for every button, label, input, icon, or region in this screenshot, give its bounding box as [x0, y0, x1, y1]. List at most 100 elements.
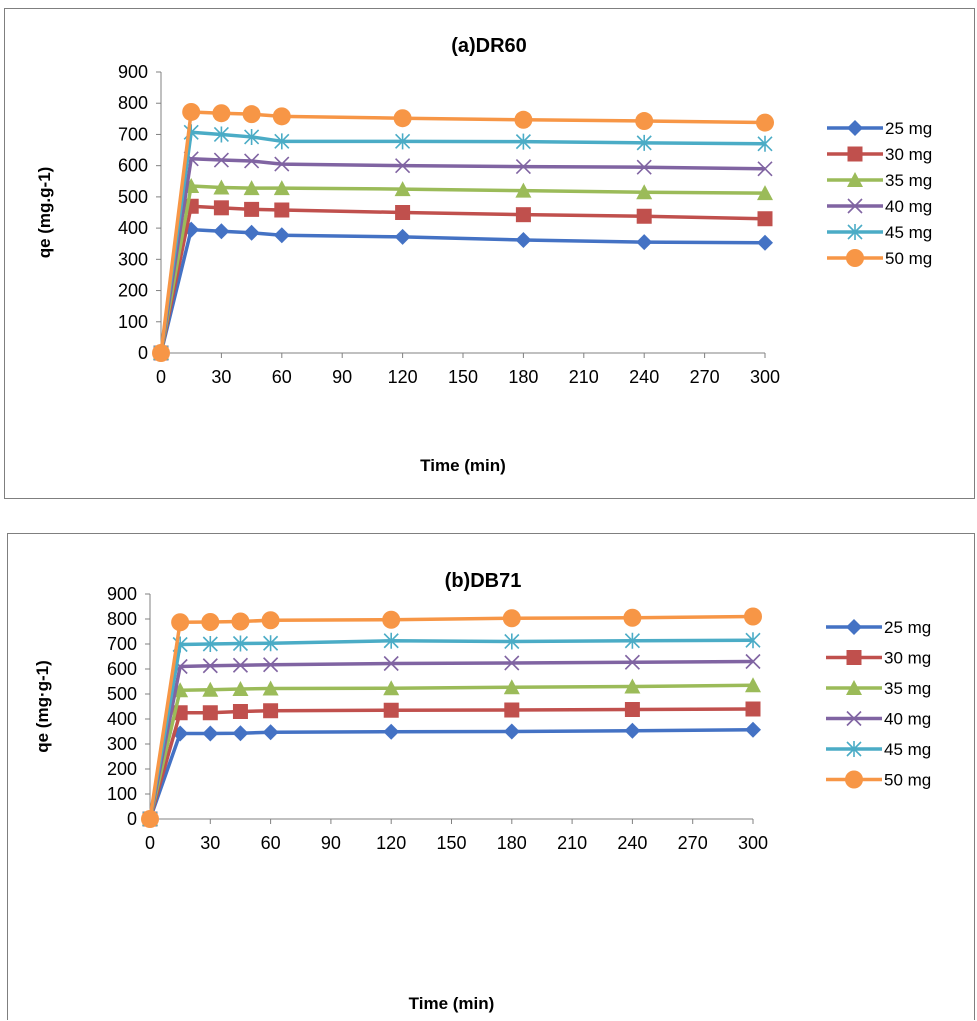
x-tick-label: 150	[448, 367, 478, 387]
data-point	[745, 701, 761, 717]
data-point	[263, 703, 279, 719]
chart-b: (b)DB71 0 100 200 300 400 500 600 700 800 900 0 30 60…	[33, 570, 931, 1013]
legend-entry: 35 mg	[826, 679, 931, 698]
data-point	[262, 724, 279, 741]
series-group	[142, 721, 761, 827]
legend-label: 40 mg	[884, 710, 931, 729]
legend-entry: 30 mg	[826, 649, 931, 668]
legend-marker	[846, 619, 862, 635]
y-tick-label: 200	[118, 281, 148, 301]
data-point	[202, 658, 218, 674]
legend-label: 25 mg	[884, 618, 931, 637]
data-point	[504, 702, 520, 718]
data-point	[635, 112, 654, 131]
data-point	[636, 208, 652, 224]
data-point	[201, 613, 220, 631]
legend-marker	[847, 198, 863, 214]
data-point	[274, 156, 290, 172]
series-line	[148, 728, 754, 820]
legend-marker	[847, 146, 863, 162]
x-tick-label: 240	[617, 833, 647, 853]
y-tick-label: 600	[107, 659, 137, 679]
x-tick-label: 210	[569, 367, 599, 387]
data-point	[515, 231, 532, 248]
x-tick-label: 210	[557, 833, 587, 853]
legend-label: 35 mg	[884, 679, 931, 698]
data-point	[504, 655, 520, 671]
data-point	[504, 633, 520, 650]
series-group	[142, 677, 761, 826]
y-tick-label: 800	[118, 93, 148, 113]
y-tick-label: 300	[107, 734, 137, 754]
data-point	[383, 632, 399, 649]
data-point	[273, 180, 290, 196]
data-point	[395, 205, 411, 220]
y-tick-label: 0	[127, 809, 137, 829]
data-point	[745, 653, 761, 670]
legend-marker	[847, 120, 863, 136]
data-point	[243, 180, 260, 196]
legend-entry: 40 mg	[827, 197, 932, 216]
x-tick-label: 270	[678, 833, 708, 853]
legend-entry: 35 mg	[827, 171, 932, 190]
data-point	[745, 677, 761, 693]
data-point	[383, 680, 400, 696]
legend-entry: 30 mg	[827, 145, 932, 164]
data-point	[263, 657, 279, 673]
data-point	[244, 201, 260, 217]
x-tick-label: 180	[508, 367, 538, 387]
y-tick-label: 900	[118, 62, 148, 82]
x-tick-label: 300	[738, 833, 768, 853]
data-point	[515, 182, 532, 198]
legend-entry: 40 mg	[826, 710, 931, 729]
x-tick-label: 0	[156, 367, 166, 387]
data-point	[636, 159, 652, 175]
data-point	[383, 655, 399, 672]
data-point	[263, 635, 279, 652]
data-point	[394, 181, 411, 197]
data-point	[395, 158, 411, 174]
chart-panel-a: (a)DR60 0 100 200 300 400 500 600 700 800 900 0 30 60…	[4, 8, 975, 499]
chart-title: (b)DB71	[445, 570, 522, 592]
legend-label: 25 mg	[885, 119, 932, 138]
data-point	[514, 110, 533, 129]
data-point	[202, 725, 219, 742]
data-point	[757, 135, 773, 152]
data-point	[395, 133, 411, 150]
data-point	[744, 607, 762, 626]
data-point	[202, 681, 219, 697]
y-tick-label: 100	[107, 784, 137, 804]
legend-entry: 45 mg	[827, 223, 932, 242]
series-group	[153, 221, 773, 361]
y-tick-label: 100	[118, 312, 148, 332]
chart-a: (a)DR60 0 100 200 300 400 500 600 700 800 900 0 30 60…	[35, 35, 932, 475]
legend-entry: 45 mg	[826, 740, 931, 759]
legend-marker	[845, 770, 863, 789]
x-tick-label: 30	[200, 833, 220, 853]
y-tick-label: 400	[107, 709, 137, 729]
series-group	[142, 701, 761, 827]
data-point	[757, 211, 773, 227]
series-group	[142, 653, 761, 827]
series-group	[153, 198, 773, 361]
data-point	[636, 184, 653, 200]
data-point	[244, 128, 260, 145]
data-point	[213, 179, 230, 195]
data-point	[503, 723, 520, 740]
data-point	[636, 234, 653, 251]
legend-label: 40 mg	[885, 197, 932, 216]
data-point	[636, 134, 652, 151]
legend-entry: 50 mg	[826, 770, 931, 790]
data-point	[232, 657, 249, 673]
x-tick-label: 120	[376, 833, 406, 853]
data-point	[244, 153, 260, 169]
y-tick-label: 500	[118, 187, 148, 207]
series-group	[153, 151, 773, 361]
x-tick-label: 120	[388, 367, 418, 387]
legend-entry: 25 mg	[826, 618, 931, 637]
legend-label: 30 mg	[885, 145, 932, 164]
data-point	[232, 635, 249, 652]
y-tick-label: 300	[118, 249, 148, 269]
legend-entry: 25 mg	[827, 119, 932, 138]
data-point	[213, 152, 229, 168]
